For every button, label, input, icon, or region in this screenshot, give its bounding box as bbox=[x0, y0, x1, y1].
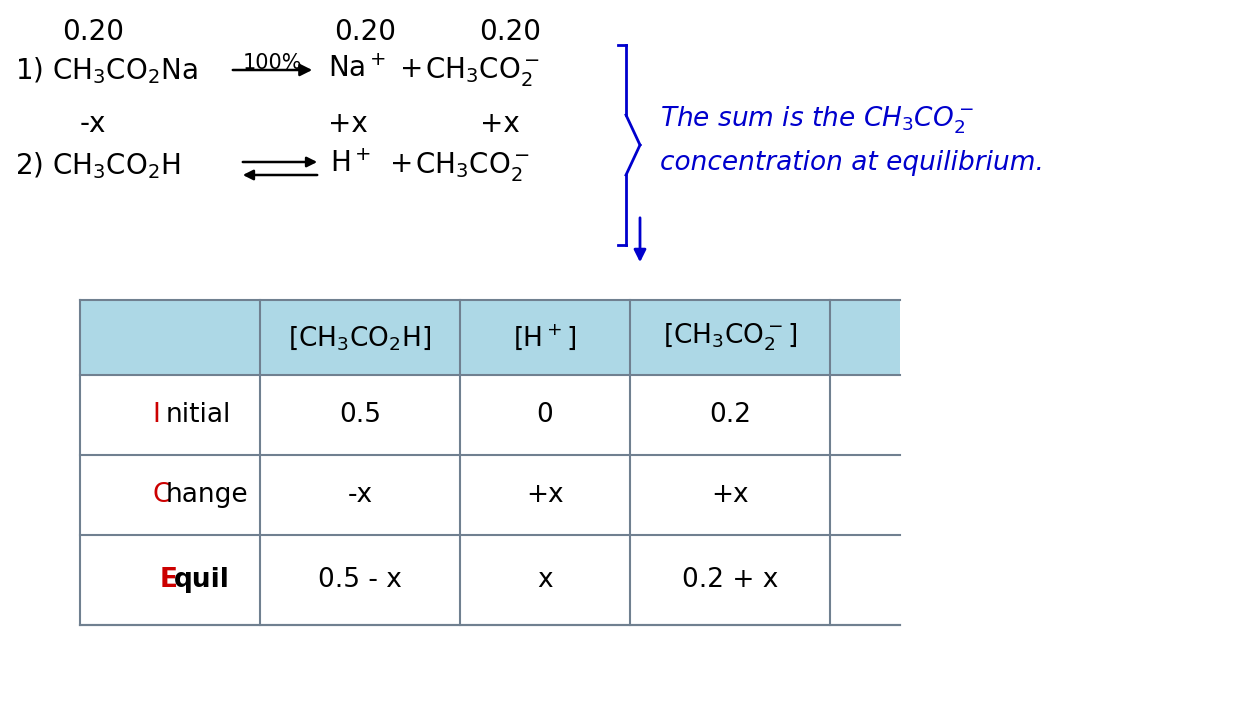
Text: CH$_3$CO$_2^-$: CH$_3$CO$_2^-$ bbox=[425, 55, 540, 88]
Text: 0.20: 0.20 bbox=[479, 18, 541, 46]
Text: -x: -x bbox=[80, 110, 106, 138]
Text: The sum is the $CH_3CO_2^-$: The sum is the $CH_3CO_2^-$ bbox=[660, 105, 974, 137]
Text: +x: +x bbox=[526, 482, 564, 508]
Text: concentration at equilibrium.: concentration at equilibrium. bbox=[660, 150, 1044, 176]
Text: hange: hange bbox=[166, 482, 249, 508]
Text: quil: quil bbox=[174, 567, 230, 593]
Text: 0.2 + x: 0.2 + x bbox=[681, 567, 779, 593]
Text: 2) CH$_3$CO$_2$H: 2) CH$_3$CO$_2$H bbox=[15, 150, 181, 181]
Text: I: I bbox=[152, 402, 160, 428]
Text: -x: -x bbox=[348, 482, 372, 508]
Text: +x: +x bbox=[328, 110, 367, 138]
Text: [H$^+$]: [H$^+$] bbox=[514, 322, 576, 352]
Text: x: x bbox=[538, 567, 552, 593]
Text: nitial: nitial bbox=[166, 402, 231, 428]
Bar bbox=[80, 300, 900, 375]
Text: 0.2: 0.2 bbox=[709, 402, 751, 428]
Text: [CH$_3$CO$_2$H]: [CH$_3$CO$_2$H] bbox=[289, 323, 431, 351]
Text: 1) CH$_3$CO$_2$Na: 1) CH$_3$CO$_2$Na bbox=[15, 55, 198, 86]
Text: 0.5 - x: 0.5 - x bbox=[318, 567, 402, 593]
Text: 0.5: 0.5 bbox=[339, 402, 381, 428]
Text: 0: 0 bbox=[536, 402, 554, 428]
Text: +: + bbox=[390, 150, 414, 178]
Text: [CH$_3$CO$_2^-$]: [CH$_3$CO$_2^-$] bbox=[662, 322, 798, 353]
Text: +x: +x bbox=[711, 482, 749, 508]
Text: 0.20: 0.20 bbox=[62, 18, 124, 46]
Text: E: E bbox=[160, 567, 177, 593]
Text: +: + bbox=[400, 55, 424, 83]
Text: CH$_3$CO$_2^-$: CH$_3$CO$_2^-$ bbox=[415, 150, 530, 183]
Text: C: C bbox=[152, 482, 170, 508]
Text: +x: +x bbox=[480, 110, 520, 138]
Text: 0.20: 0.20 bbox=[334, 18, 396, 46]
Text: Na$^+$: Na$^+$ bbox=[328, 55, 386, 83]
Text: 100%: 100% bbox=[242, 53, 301, 73]
Text: H$^+$: H$^+$ bbox=[330, 150, 371, 178]
